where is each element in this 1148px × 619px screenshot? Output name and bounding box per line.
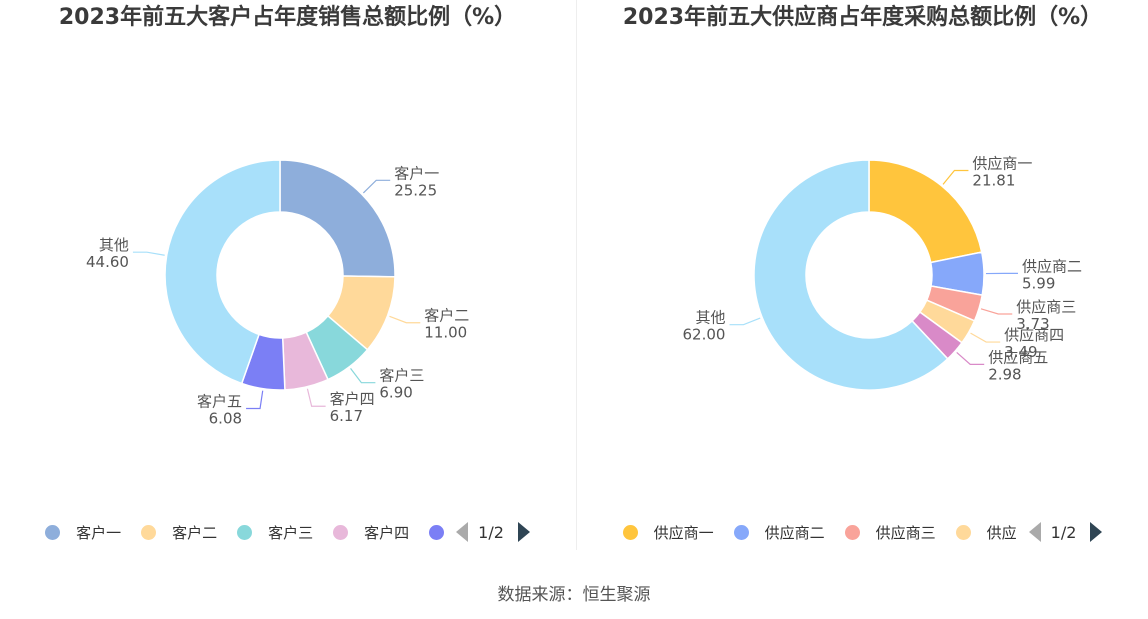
slice-name-label: 客户四: [330, 390, 375, 408]
customer-chart-panel: 2023年前五大客户占年度销售总额比例（%） 客户一 25.25 客户二 11.00 客…: [0, 0, 575, 550]
slice-value-label: 3.73: [1016, 315, 1049, 333]
legend-dot-icon: [141, 524, 157, 540]
slice-value-label: 6.90: [379, 384, 412, 402]
legend-dot-icon: [844, 524, 860, 540]
label-leader-line: [970, 332, 1001, 343]
legend-label: 供应商一: [653, 523, 714, 542]
legend-item[interactable]: 客户一: [45, 522, 121, 543]
chart-title: 2023年前五大客户占年度销售总额比例（%）: [58, 5, 517, 30]
slice-value-label: 5.99: [1022, 274, 1055, 292]
legend-label: 客户二: [172, 523, 218, 542]
label-leader-line: [246, 390, 264, 410]
slice-value-label: 21.81: [972, 171, 1015, 189]
slice-name-label: 其他: [99, 236, 129, 254]
label-leader-line: [942, 169, 969, 185]
donut-slice[interactable]: [164, 159, 281, 385]
legend-dot-icon: [955, 524, 971, 540]
legend-dot-icon: [733, 524, 749, 540]
legend-dot-icon: [429, 524, 445, 540]
legend-label: 供应商三: [875, 523, 936, 542]
legend-prev-icon[interactable]: [456, 522, 469, 542]
legend-next-icon[interactable]: [1090, 522, 1103, 542]
legend-item[interactable]: 客户二: [141, 522, 217, 543]
chart-title: 2023年前五大供应商占年度采购总额比例（%）: [622, 5, 1103, 30]
donut-slice[interactable]: [868, 159, 983, 264]
donut-slice[interactable]: [279, 159, 396, 278]
legend-pager: 1/2: [452, 522, 530, 542]
slice-name-label: 客户一: [394, 164, 439, 182]
slice-value-label: 25.25: [394, 181, 437, 199]
slice-value-label: 44.60: [86, 253, 129, 271]
legend-dot-icon: [622, 524, 638, 540]
panel-divider: [576, 0, 577, 550]
data-source-note: 数据来源：恒生聚源: [497, 585, 651, 605]
legend-item[interactable]: 客户四: [333, 522, 409, 543]
supplier-chart-panel: 2023年前五大供应商占年度采购总额比例（%） 供应商一 21.81 供应商二 5.9…: [577, 0, 1148, 550]
chart-legend: 供应商一 供应商二 供应商三 供应 1/2: [577, 518, 1148, 546]
legend-next-icon[interactable]: [517, 522, 530, 542]
legend-label: 供应商二: [764, 523, 825, 542]
legend-dot-icon: [237, 524, 253, 540]
chart-legend: 客户一 客户二 客户三 客户四 1/2: [0, 518, 575, 546]
label-leader-line: [956, 351, 985, 365]
label-leader-line: [132, 251, 165, 256]
slice-name-label: 供应商三: [1016, 298, 1076, 316]
legend-item[interactable]: [429, 524, 445, 540]
slice-name-label: 供应商一: [972, 154, 1032, 172]
label-leader-line: [729, 317, 761, 326]
label-leader-line: [980, 308, 1013, 315]
legend-pager: 1/2: [1025, 522, 1103, 542]
legend-page-indicator: 1/2: [1050, 522, 1077, 542]
slice-value-label: 11.00: [424, 324, 467, 342]
label-leader-line: [362, 179, 391, 194]
legend-item[interactable]: 供应商一: [622, 522, 714, 543]
label-leader-line: [389, 315, 421, 324]
donut-slice[interactable]: [753, 159, 949, 391]
legend-item[interactable]: 客户三: [237, 522, 313, 543]
slice-name-label: 客户三: [379, 367, 424, 385]
legend-dot-icon: [45, 524, 61, 540]
legend-dot-icon: [333, 524, 349, 540]
slice-name-label: 客户五: [197, 393, 242, 411]
slice-value-label: 6.08: [209, 410, 242, 428]
label-leader-line: [306, 388, 326, 407]
label-leader-line: [350, 367, 376, 384]
legend-item[interactable]: 供应商二: [733, 522, 825, 543]
legend-item[interactable]: 供应: [955, 522, 1017, 543]
slice-value-label: 6.17: [330, 407, 363, 425]
slice-name-label: 其他: [695, 309, 725, 327]
slice-name-label: 供应商四: [1004, 326, 1064, 344]
legend-label: 供应: [986, 523, 1017, 542]
slice-value-label: 2.98: [988, 365, 1021, 383]
legend-page-indicator: 1/2: [478, 522, 504, 542]
slice-name-label: 供应商五: [988, 348, 1048, 366]
legend-label: 客户四: [364, 523, 410, 542]
legend-label: 客户三: [268, 523, 314, 542]
slice-name-label: 供应商二: [1022, 257, 1082, 275]
slice-value-label: 3.49: [1004, 343, 1037, 361]
legend-prev-icon[interactable]: [1028, 522, 1041, 542]
legend-item[interactable]: 供应商三: [844, 522, 936, 543]
slice-value-label: 62.00: [683, 326, 726, 344]
slice-name-label: 客户二: [424, 307, 469, 325]
legend-label: 客户一: [76, 523, 122, 542]
